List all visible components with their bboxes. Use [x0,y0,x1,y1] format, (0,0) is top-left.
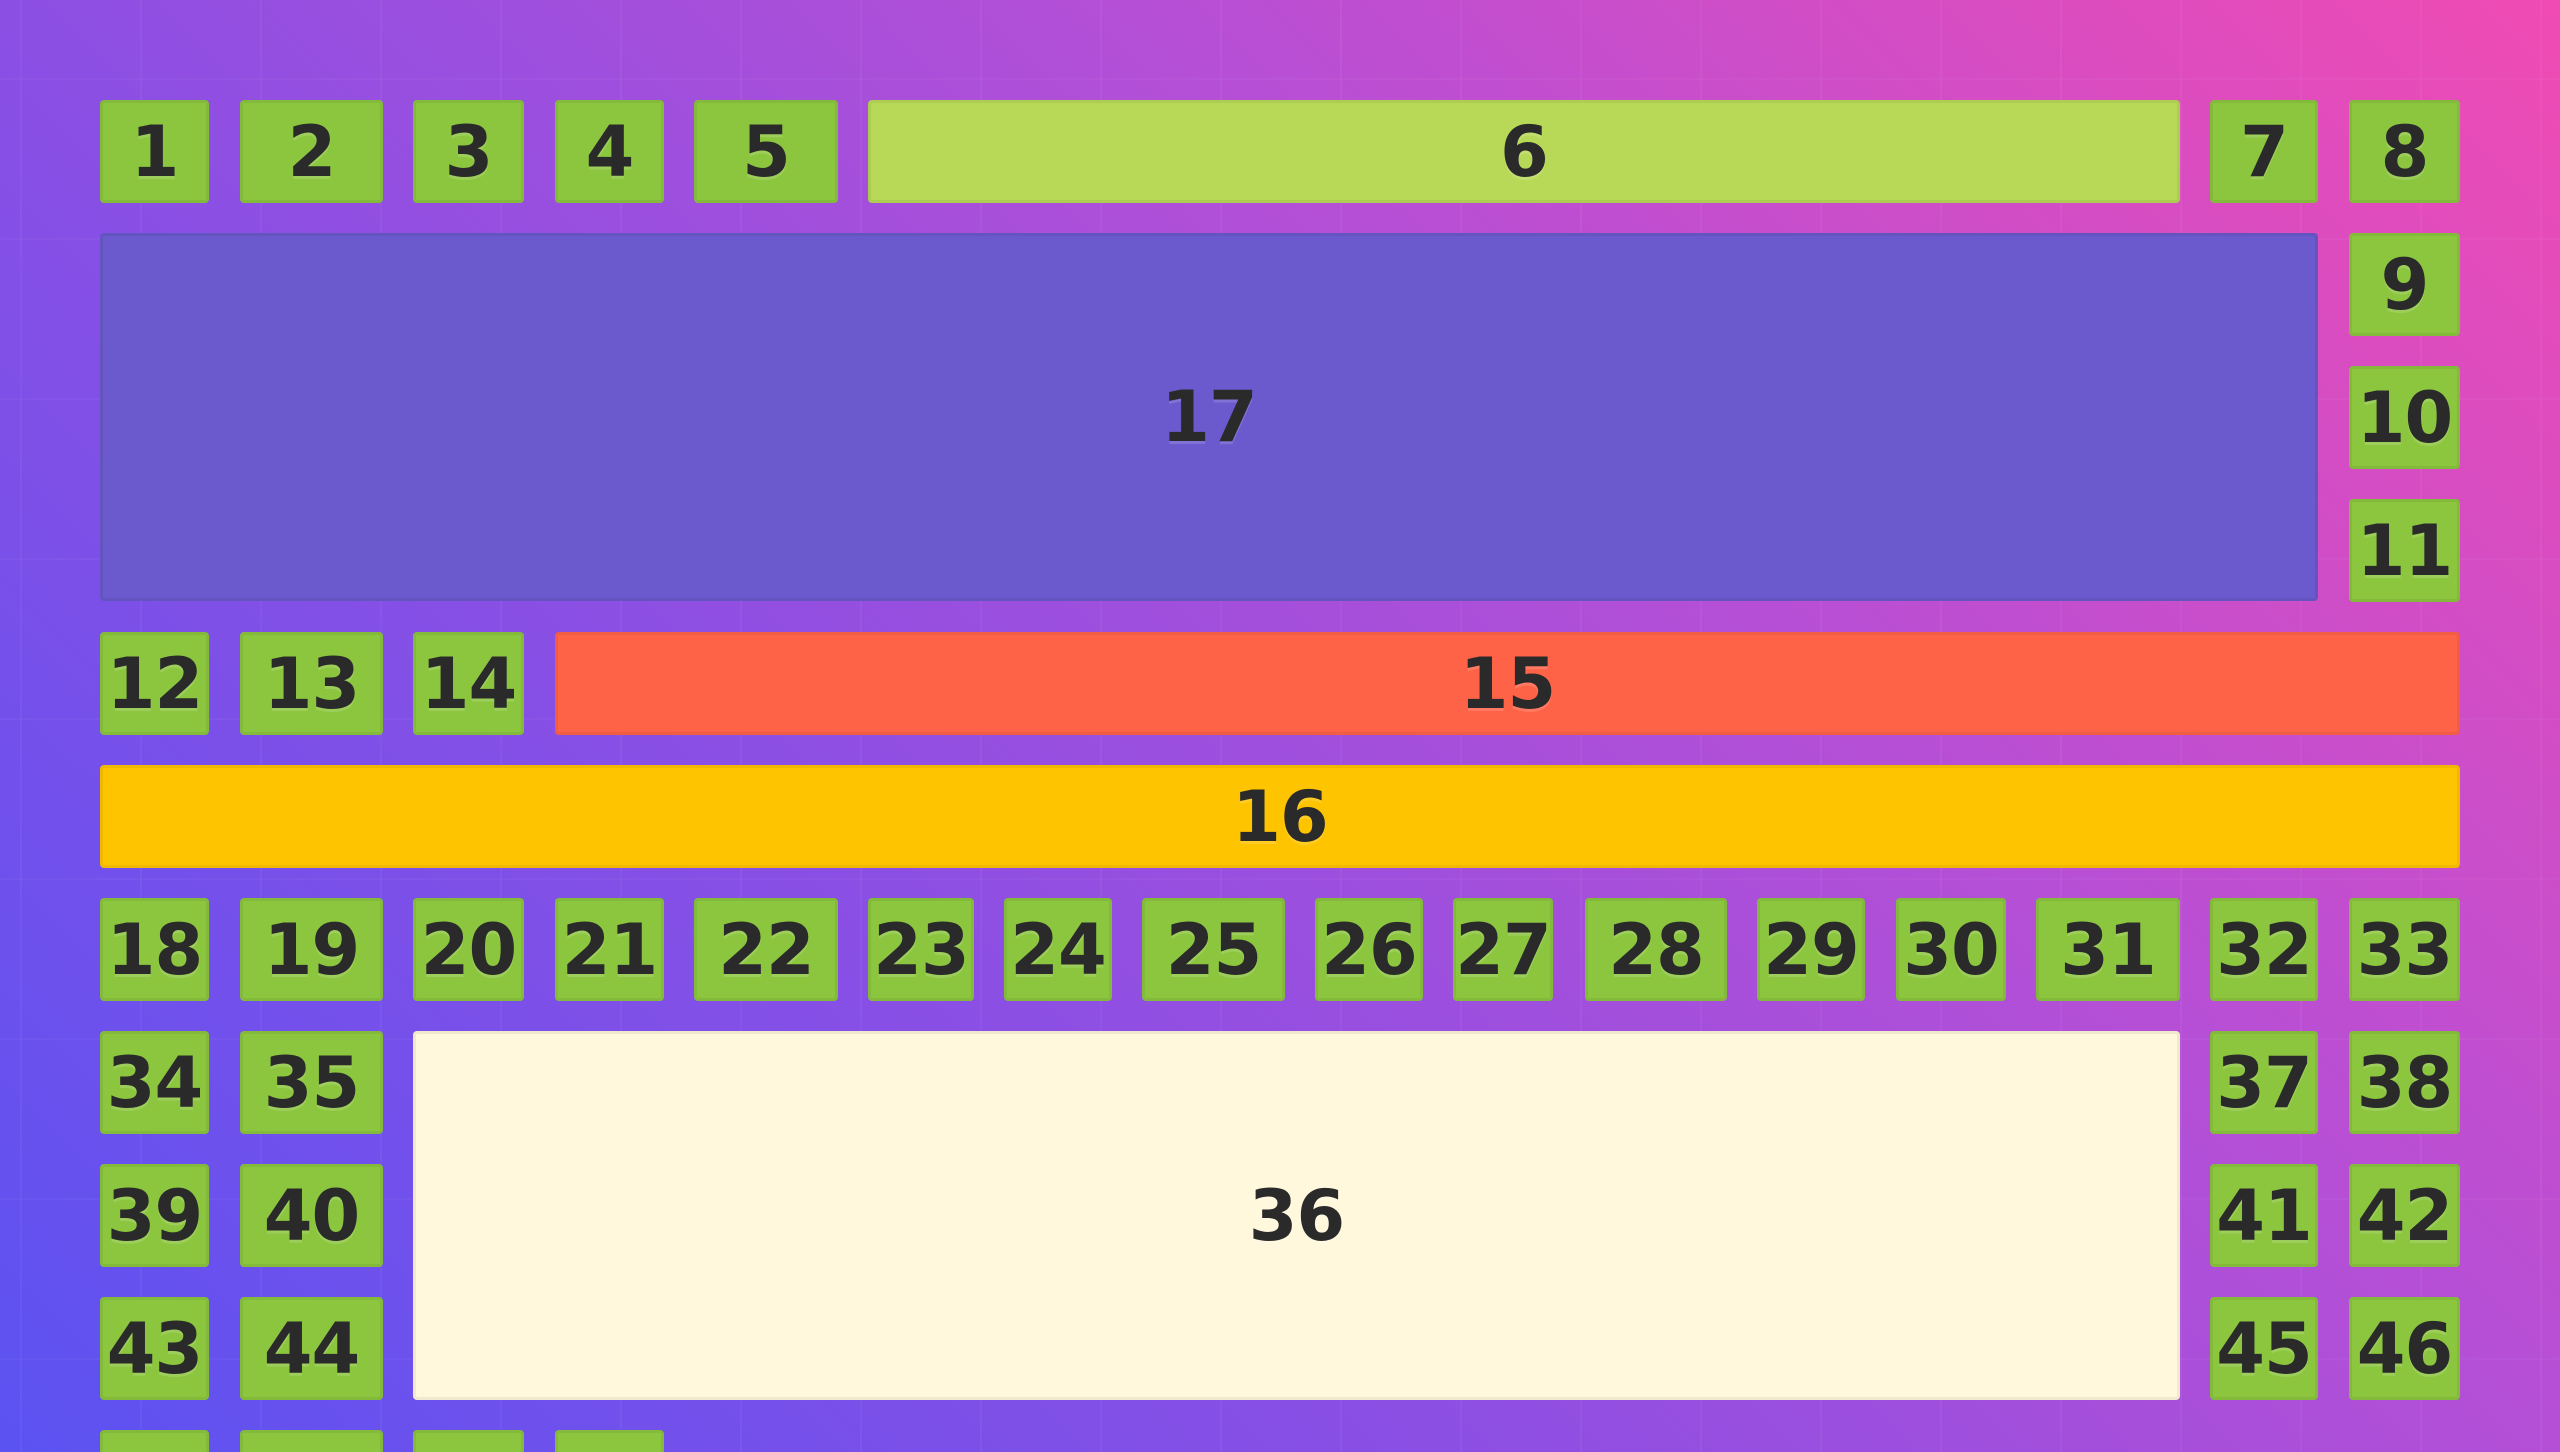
tile-37[interactable]: 37 [2210,1031,2318,1134]
tile-1[interactable]: 1 [100,100,209,203]
tile-34[interactable]: 34 [100,1031,209,1134]
tile-23[interactable]: 23 [868,898,974,1001]
tile-12[interactable]: 12 [100,632,209,735]
tile-33[interactable]: 33 [2349,898,2460,1001]
tile-36[interactable]: 36 [413,1031,2180,1400]
tile-13[interactable]: 13 [240,632,383,735]
tile-5[interactable]: 5 [694,100,838,203]
tile-46[interactable]: 46 [2349,1297,2460,1400]
tile-14[interactable]: 14 [413,632,524,735]
tile-4[interactable]: 4 [555,100,664,203]
tile-partial-3[interactable] [413,1430,524,1452]
tile-24[interactable]: 24 [1004,898,1112,1001]
tile-32[interactable]: 32 [2210,898,2318,1001]
tile-17[interactable]: 17 [100,233,2318,601]
tile-38[interactable]: 38 [2349,1031,2460,1134]
tile-35[interactable]: 35 [240,1031,383,1134]
tile-6[interactable]: 6 [868,100,2180,203]
tile-28[interactable]: 28 [1585,898,1727,1001]
tile-19[interactable]: 19 [240,898,383,1001]
tile-40[interactable]: 40 [240,1164,383,1267]
tile-43[interactable]: 43 [100,1297,209,1400]
tile-31[interactable]: 31 [2036,898,2180,1001]
tile-25[interactable]: 25 [1142,898,1285,1001]
tile-27[interactable]: 27 [1453,898,1553,1001]
tile-partial-4[interactable] [555,1430,664,1452]
tile-39[interactable]: 39 [100,1164,209,1267]
tile-44[interactable]: 44 [240,1297,383,1400]
tile-26[interactable]: 26 [1315,898,1423,1001]
tile-16[interactable]: 16 [100,765,2460,868]
tile-7[interactable]: 7 [2210,100,2318,203]
tile-11[interactable]: 11 [2349,499,2460,602]
tile-3[interactable]: 3 [413,100,524,203]
tile-29[interactable]: 29 [1757,898,1865,1001]
tile-22[interactable]: 22 [694,898,838,1001]
tile-partial-2[interactable] [240,1430,383,1452]
tile-42[interactable]: 42 [2349,1164,2460,1267]
tile-21[interactable]: 21 [555,898,664,1001]
tile-9[interactable]: 9 [2349,233,2460,336]
tile-15[interactable]: 15 [555,632,2460,735]
tile-41[interactable]: 41 [2210,1164,2318,1267]
tile-2[interactable]: 2 [240,100,383,203]
tile-30[interactable]: 30 [1896,898,2006,1001]
tile-8[interactable]: 8 [2349,100,2460,203]
tile-10[interactable]: 10 [2349,366,2460,469]
tile-45[interactable]: 45 [2210,1297,2318,1400]
tile-18[interactable]: 18 [100,898,209,1001]
tile-partial-1[interactable] [100,1430,209,1452]
tile-20[interactable]: 20 [413,898,524,1001]
